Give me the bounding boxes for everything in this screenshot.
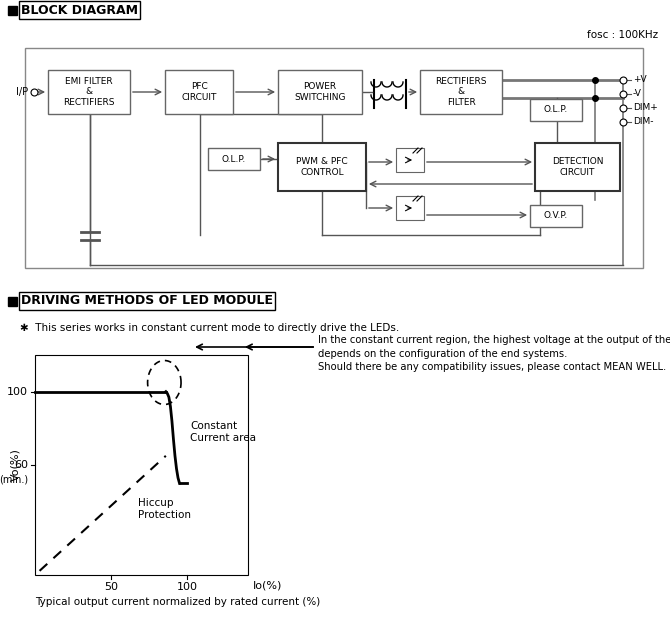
Text: PWM & PFC
CONTROL: PWM & PFC CONTROL [296,157,348,176]
Text: +V: +V [633,76,647,85]
Text: 50: 50 [104,582,118,592]
Text: 60: 60 [14,460,28,470]
Text: O.V.P.: O.V.P. [544,212,568,220]
Bar [278,143,366,191]
Text: RECTIFIERS
&
FILTER: RECTIFIERS & FILTER [436,77,486,107]
Text: Vo(%): Vo(%) [10,449,20,482]
Text: depends on the configuration of the end systems.: depends on the configuration of the end … [318,349,567,359]
Bar [208,148,260,170]
Text: PFC
CIRCUIT: PFC CIRCUIT [182,82,216,102]
Text: DETECTION
CIRCUIT: DETECTION CIRCUIT [552,157,603,176]
Text: -V: -V [633,90,642,98]
Bar [35,355,248,575]
Text: Typical output current normalized by rated current (%): Typical output current normalized by rat… [35,597,320,607]
Text: I/P: I/P [16,87,28,97]
Text: 100: 100 [177,582,198,592]
Bar [8,297,17,306]
Text: O.L.P.: O.L.P. [544,105,568,115]
Bar [278,70,362,114]
Bar [530,99,582,121]
Bar [25,48,643,268]
Text: fosc : 100KHz: fosc : 100KHz [587,30,658,40]
Text: EMI FILTER
&
RECTIFIERS: EMI FILTER & RECTIFIERS [63,77,115,107]
Text: (min.): (min.) [0,475,28,485]
Bar [535,143,620,191]
Bar [48,70,130,114]
Text: 100: 100 [7,387,28,397]
Bar [8,6,17,15]
Text: O.L.P.: O.L.P. [222,155,246,163]
Text: ✱  This series works in constant current mode to directly drive the LEDs.: ✱ This series works in constant current … [20,323,399,333]
Bar [165,70,233,114]
Text: Constant
Current area: Constant Current area [190,421,256,443]
Bar [530,205,582,227]
Bar [396,148,424,172]
Bar [420,70,502,114]
Text: Should there be any compatibility issues, please contact MEAN WELL.: Should there be any compatibility issues… [318,362,666,372]
Text: DRIVING METHODS OF LED MODULE: DRIVING METHODS OF LED MODULE [21,295,273,308]
Text: DIM+: DIM+ [633,103,658,113]
Bar [396,196,424,220]
Text: In the constant current region, the highest voltage at the output of the driver: In the constant current region, the high… [318,335,670,345]
Text: POWER
SWITCHING: POWER SWITCHING [294,82,346,102]
Text: BLOCK DIAGRAM: BLOCK DIAGRAM [21,4,138,17]
Text: DIM-: DIM- [633,118,653,126]
Text: Hiccup
Protection: Hiccup Protection [139,498,192,519]
Text: Io(%): Io(%) [253,580,282,590]
